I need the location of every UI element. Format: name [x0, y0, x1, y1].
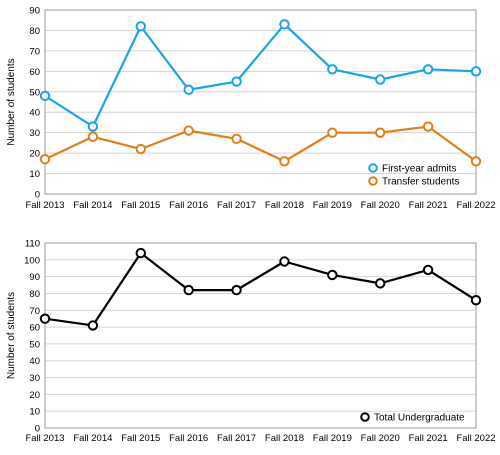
plot-frame	[44, 242, 477, 429]
y-tick-label: 10	[29, 407, 40, 418]
data-point	[135, 21, 146, 32]
x-tick-label: Fall 2022	[456, 200, 495, 211]
data-point	[39, 90, 51, 102]
x-tick-label: Fall 2014	[73, 200, 112, 211]
legend-label: First-year admits	[382, 164, 456, 175]
series-line	[44, 125, 477, 163]
x-tick-label: Fall 2015	[121, 433, 160, 444]
series-line	[44, 251, 477, 327]
y-axis-title: Number of students	[6, 58, 17, 145]
y-tick-label: 30	[29, 373, 40, 384]
x-tick-label: Fall 2017	[217, 200, 256, 211]
y-axis-title: Number of students	[6, 292, 17, 379]
y-tick-label: 10	[29, 169, 40, 180]
data-point	[231, 76, 242, 87]
data-point	[183, 84, 194, 95]
y-tick-label: 90	[29, 6, 40, 17]
data-point	[375, 278, 386, 289]
x-tick-label: Fall 2013	[25, 200, 64, 211]
y-tick-label: 50	[29, 87, 40, 98]
data-point	[279, 19, 290, 30]
data-point	[327, 269, 338, 281]
x-tick-label: Fall 2019	[313, 200, 352, 211]
y-tick-label: 80	[29, 26, 40, 37]
y-tick-label: 60	[29, 323, 40, 334]
data-point	[183, 284, 194, 296]
data-point	[135, 143, 146, 155]
legend-label: Total Undergraduate	[374, 413, 465, 424]
data-point	[87, 131, 99, 142]
data-point	[87, 121, 99, 132]
data-point	[135, 247, 146, 259]
y-tick-label: 30	[29, 128, 40, 139]
x-tick-label: Fall 2016	[169, 433, 208, 444]
y-tick-label: 110	[25, 239, 40, 250]
data-point	[470, 156, 482, 167]
x-tick-label: Fall 2018	[265, 433, 304, 444]
y-tick-label: 60	[29, 67, 40, 78]
x-tick-label: Fall 2013	[25, 433, 64, 444]
data-point	[422, 121, 434, 132]
legend-marker	[368, 176, 378, 186]
plot-frame	[44, 9, 477, 195]
x-tick-label: Fall 2019	[313, 433, 352, 444]
x-tick-label: Fall 2022	[456, 433, 495, 444]
y-tick-label: 20	[29, 390, 40, 401]
x-tick-label: Fall 2017	[217, 433, 256, 444]
data-point	[39, 154, 51, 165]
y-tick-label: 40	[29, 108, 40, 119]
x-tick-label: Fall 2014	[73, 433, 112, 444]
data-point	[375, 127, 386, 138]
data-point	[87, 320, 99, 331]
data-point	[231, 284, 242, 296]
data-point	[327, 127, 338, 138]
y-tick-label: 70	[29, 306, 40, 317]
legend-marker	[368, 163, 378, 173]
y-tick-label: 20	[29, 149, 40, 160]
y-tick-label: 0	[35, 424, 40, 435]
x-tick-label: Fall 2015	[121, 200, 160, 211]
x-tick-label: Fall 2018	[265, 200, 304, 211]
data-point	[231, 133, 242, 145]
x-tick-label: Fall 2021	[409, 433, 448, 444]
data-point	[183, 125, 194, 136]
x-tick-label: Fall 2020	[361, 200, 400, 211]
x-tick-label: Fall 2016	[169, 200, 208, 211]
legend-marker	[360, 412, 370, 422]
x-tick-label: Fall 2021	[409, 200, 448, 211]
x-tick-label: Fall 2020	[361, 433, 400, 444]
data-point	[279, 256, 290, 267]
data-point	[422, 64, 434, 75]
data-point	[39, 313, 51, 324]
series-line	[44, 23, 477, 128]
y-tick-label: 90	[29, 272, 40, 283]
y-tick-label: 70	[29, 46, 40, 57]
data-point	[470, 66, 482, 77]
data-point	[279, 156, 290, 167]
y-tick-label: 40	[29, 356, 40, 367]
y-tick-label: 80	[29, 289, 40, 300]
data-point	[327, 64, 338, 75]
legend-label: Transfer students	[382, 177, 459, 188]
y-tick-label: 50	[29, 339, 40, 350]
y-tick-label: 100	[24, 255, 40, 266]
data-point	[470, 294, 482, 306]
y-tick-label: 0	[35, 190, 40, 201]
data-point	[422, 264, 434, 276]
data-point	[375, 74, 386, 85]
